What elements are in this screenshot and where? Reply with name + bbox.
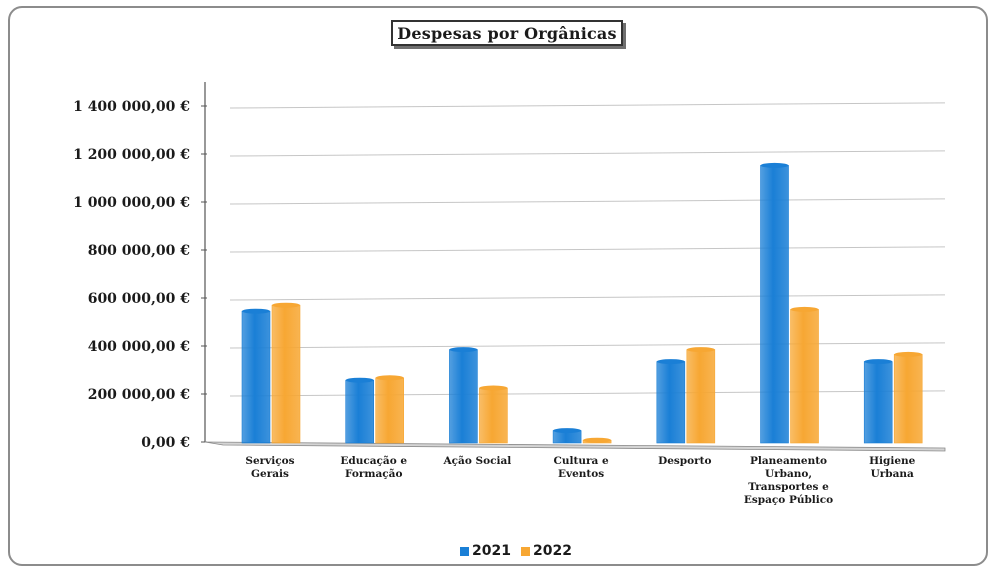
bar-top-2022-0 xyxy=(272,302,300,308)
x-tick-line: Planeamento xyxy=(750,455,827,467)
bar-top-2021-2 xyxy=(449,347,478,353)
gridline xyxy=(229,198,946,205)
x-tick-line: Gerais xyxy=(251,468,289,480)
bar-top-2022-6 xyxy=(894,351,923,357)
x-tick-label: Cultura e Eventos xyxy=(554,455,609,480)
legend-label-2022: 2022 xyxy=(532,543,572,559)
bar-top-2022-3 xyxy=(583,437,612,443)
bar-top-2021-1 xyxy=(345,377,374,383)
y-tick-label: 1 400 000,00 € xyxy=(73,99,190,115)
gridlines xyxy=(201,102,946,443)
legend-swatch-2021 xyxy=(460,546,469,556)
x-tick-label: Planeamento Urbano, Transportes e Espaço Pú… xyxy=(744,455,833,506)
bar-top-2021-3 xyxy=(553,428,582,434)
y-tick-label: 200 000,00 € xyxy=(88,387,191,403)
bar-2021-6 xyxy=(863,361,893,444)
bar-2021-5 xyxy=(760,165,789,444)
bar-top-2021-4 xyxy=(656,359,685,365)
x-tick-line: Cultura e xyxy=(554,455,609,467)
bar-top-2022-5 xyxy=(790,306,819,312)
gridline xyxy=(229,246,946,253)
bar-top-2021-5 xyxy=(760,162,789,168)
x-tick-label: Educação e Formação xyxy=(340,455,407,480)
bar-top-2022-1 xyxy=(375,375,404,381)
x-axis-floor xyxy=(204,441,946,452)
bar-top-2022-4 xyxy=(686,347,715,353)
y-tick-label: 600 000,00 € xyxy=(88,291,191,307)
chart-title: Despesas por Orgânicas xyxy=(397,23,617,43)
y-tick-label: 1 000 000,00 € xyxy=(73,195,190,211)
bar-2021-0 xyxy=(241,310,271,444)
x-tick-line: Formação xyxy=(345,468,403,480)
legend-swatch-2022 xyxy=(520,546,530,556)
gridline xyxy=(229,342,946,349)
bar-2022-2 xyxy=(479,387,508,444)
legend: 2021 2022 xyxy=(460,543,572,559)
y-tick-label: 800 000,00 € xyxy=(88,243,191,259)
bar-top-2021-6 xyxy=(864,359,893,365)
x-tick-labels: Serviços Gerais Educação e Formação Ação Soc… xyxy=(245,455,915,506)
y-tick-label: 0,00 € xyxy=(141,435,190,451)
bar-2021-4 xyxy=(656,361,686,444)
bars xyxy=(241,162,923,444)
x-tick-label: Serviços Gerais xyxy=(245,455,294,480)
axes xyxy=(204,82,946,452)
bar-2022-0 xyxy=(271,304,301,444)
gridline xyxy=(229,150,946,157)
y-tick-label: 400 000,00 € xyxy=(88,339,191,355)
y-tick-labels: 0,00 € 200 000,00 € 400 000,00 € 600 000,00… xyxy=(73,99,190,451)
x-tick-line: Educação e xyxy=(340,455,407,467)
x-tick-label: Ação Social xyxy=(443,455,512,467)
bar-2022-6 xyxy=(893,354,923,444)
chart-title-box: Despesas por Orgânicas xyxy=(391,20,623,46)
x-tick-line: Ação Social xyxy=(443,455,512,467)
gridline xyxy=(229,294,946,301)
bar-2022-5 xyxy=(790,309,819,444)
bar-2022-1 xyxy=(375,377,405,444)
legend-item-2021: 2021 xyxy=(460,543,511,559)
gridline xyxy=(229,102,946,109)
x-tick-line: Higiene xyxy=(869,455,916,467)
x-tick-label: Higiene Urbana xyxy=(869,455,916,480)
bar-top-2021-0 xyxy=(242,308,270,314)
chart-frame xyxy=(8,6,988,566)
x-tick-line: Desporto xyxy=(658,455,711,467)
y-tick-label: 1 200 000,00 € xyxy=(73,147,190,163)
bar-2021-2 xyxy=(449,349,478,444)
legend-item-2022: 2022 xyxy=(520,543,572,559)
bar-2022-4 xyxy=(686,349,716,444)
x-tick-line: Urbano, xyxy=(765,468,812,480)
x-tick-line: Transportes e xyxy=(748,481,829,493)
x-tick-line: Espaço Público xyxy=(744,494,833,506)
x-tick-line: Eventos xyxy=(558,468,604,480)
bar-2021-1 xyxy=(345,379,375,444)
x-tick-line: Serviços xyxy=(245,455,294,467)
gridline xyxy=(229,390,946,397)
bar-top-2022-2 xyxy=(479,385,508,391)
legend-label-2021: 2021 xyxy=(472,543,511,559)
x-tick-line: Urbana xyxy=(871,468,914,480)
x-tick-label: Desporto xyxy=(658,455,711,467)
